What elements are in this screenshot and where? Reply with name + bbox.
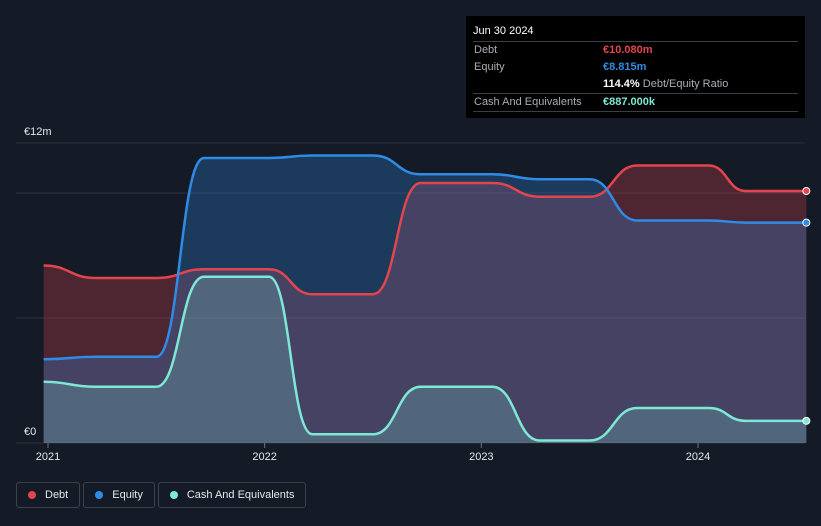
y-axis-min-label: €0 (24, 426, 36, 438)
cash-and-equivalents-end-point (802, 416, 811, 425)
grid-lines (16, 142, 805, 444)
cash-and-equivalents-line (43, 275, 807, 442)
equity-line (43, 154, 807, 361)
cash-and-equivalents-area (43, 276, 807, 443)
x-tick-label: 2022 (252, 451, 276, 463)
legend: Debt Equity Cash And Equivalents (16, 482, 309, 510)
x-tick-label: 2023 (469, 451, 493, 463)
x-tick-label: 2024 (686, 451, 710, 463)
legend-cash-dot-icon (169, 491, 178, 499)
series-areas (43, 155, 807, 443)
debt-end-point (802, 187, 811, 195)
legend-equity-label: Equity (112, 489, 143, 501)
legend-item-equity[interactable]: Equity (83, 482, 155, 508)
series-end-dots (802, 187, 811, 425)
tooltip: Jun 30 2024 Debt €10.080m Equity €8.815m… (466, 16, 805, 118)
y-axis-max-label: €12m (24, 126, 52, 138)
legend-equity-dot-icon (95, 491, 104, 499)
tooltip-cash-value: €887.000k (603, 96, 655, 108)
tooltip-row-cash: Cash And Equivalents €887.000k (473, 94, 798, 112)
tooltip-ratio-number: 114.4% (603, 78, 640, 90)
legend-item-debt[interactable]: Debt (16, 482, 81, 508)
debt-line (43, 164, 807, 296)
tooltip-debt-value: €10.080m (603, 44, 653, 56)
tooltip-row-equity: Equity €8.815m (473, 59, 798, 76)
legend-item-cash[interactable]: Cash And Equivalents (157, 482, 307, 508)
tooltip-equity-label: Equity (474, 61, 505, 73)
tooltip-equity-value: €8.815m (603, 61, 647, 73)
equity-area (43, 155, 807, 443)
tooltip-debt-label: Debt (474, 44, 498, 56)
tooltip-cash-label: Cash And Equivalents (474, 96, 582, 108)
legend-debt-label: Debt (45, 489, 69, 501)
tooltip-date: Jun 30 2024 (473, 22, 798, 42)
x-axis: 2021 2022 2023 2024 (36, 443, 710, 463)
legend-debt-dot-icon (28, 491, 36, 499)
debt-area (43, 165, 807, 443)
tooltip-ratio-label: Debt/Equity Ratio (642, 78, 729, 90)
series-lines (43, 154, 807, 442)
tooltip-row-ratio: 114.4% Debt/Equity Ratio (473, 76, 798, 94)
equity-end-point (802, 218, 811, 227)
tooltip-ratio-value: 114.4% Debt/Equity Ratio (603, 76, 728, 93)
tooltip-row-debt: Debt €10.080m (473, 42, 798, 59)
x-tick-label: 2021 (36, 451, 60, 463)
legend-cash-label: Cash And Equivalents (186, 489, 295, 501)
